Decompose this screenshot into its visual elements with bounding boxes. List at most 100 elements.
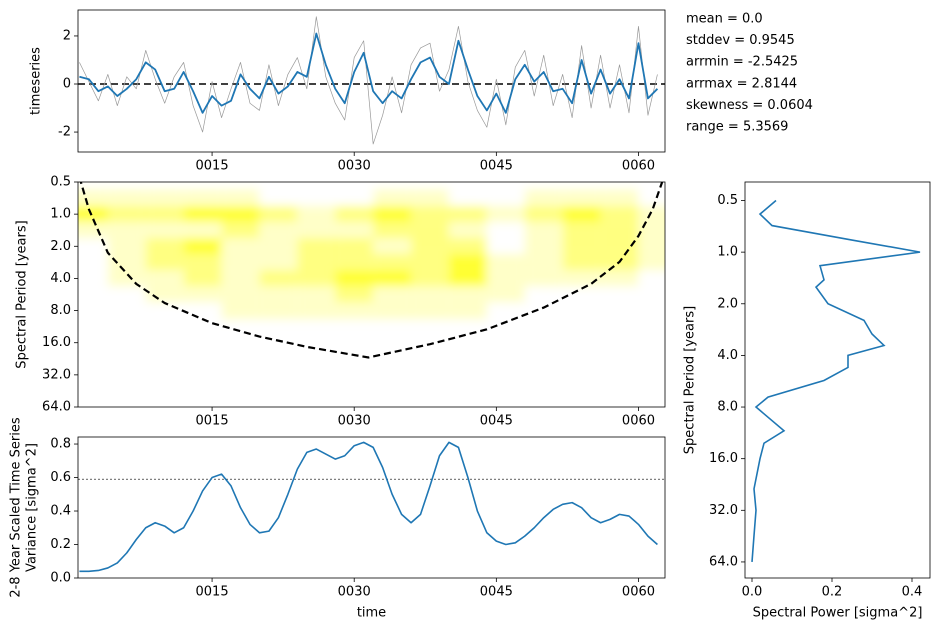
y-axis-label: timeseries xyxy=(29,47,44,115)
power-cell xyxy=(524,238,563,255)
y-tick-label: 2.0 xyxy=(50,239,71,254)
power-cell xyxy=(183,221,222,239)
power-cell xyxy=(259,221,298,239)
series-line xyxy=(79,16,658,145)
power-cell xyxy=(562,302,601,319)
power-cell xyxy=(448,302,487,319)
power-cell xyxy=(335,189,374,206)
y-tick-label: 2 xyxy=(63,28,71,43)
power-cell xyxy=(562,189,601,206)
power-cell xyxy=(638,205,665,222)
y-tick-label: 4.0 xyxy=(50,271,71,286)
power-cell xyxy=(448,286,487,303)
power-cell xyxy=(259,238,298,255)
x-tick-label: 0.2 xyxy=(822,585,843,600)
power-cell xyxy=(524,189,563,206)
y-tick-label: 32.0 xyxy=(42,367,71,382)
power-cell xyxy=(107,254,146,271)
x-tick-label: 0060 xyxy=(622,159,655,174)
y-tick-label: 64.0 xyxy=(709,554,738,569)
power-cell xyxy=(373,189,412,206)
y-tick-label: 8.0 xyxy=(50,303,71,318)
y-tick-label: 64.0 xyxy=(42,400,71,415)
power-cell xyxy=(221,270,260,287)
power-cell xyxy=(524,286,563,303)
power-cell xyxy=(448,221,487,239)
y-tick-label: 8.0 xyxy=(717,400,738,415)
power-cell xyxy=(221,221,260,239)
power-cell xyxy=(259,286,298,303)
power-cell xyxy=(259,189,298,206)
power-cell xyxy=(562,254,601,271)
spectrum-line xyxy=(751,199,921,562)
power-cell xyxy=(107,302,146,319)
power-cell xyxy=(221,238,260,255)
x-tick-label: 0030 xyxy=(338,414,371,429)
x-axis-label: Spectral Power [sigma^2] xyxy=(753,606,923,621)
power-cell xyxy=(107,238,146,255)
y-tick-label: 1.0 xyxy=(717,245,738,260)
power-cell xyxy=(145,238,184,255)
power-cell xyxy=(448,238,487,255)
power-cell xyxy=(524,254,563,271)
power-cell xyxy=(259,270,298,287)
cone-of-influence xyxy=(79,182,664,359)
y-tick-label: 0 xyxy=(63,77,71,92)
power-cell xyxy=(524,205,563,222)
x-tick-label: 0045 xyxy=(480,585,513,600)
x-axis-label: time xyxy=(357,606,386,621)
power-cell xyxy=(183,189,222,206)
power-cell xyxy=(600,302,639,319)
power-cell xyxy=(638,302,665,319)
power-cell xyxy=(638,238,665,255)
x-tick-label: 0015 xyxy=(196,159,229,174)
y-tick-label: -2 xyxy=(58,125,71,140)
y-axis-label: Variance [sigma^2] xyxy=(25,443,40,572)
power-cell xyxy=(600,221,639,239)
power-cell xyxy=(107,189,146,206)
axes-frame xyxy=(77,181,666,408)
stat-annotation: stddev = 0.9545 xyxy=(686,33,795,48)
axes-frame xyxy=(744,181,931,579)
power-cell xyxy=(373,286,412,303)
power-cell xyxy=(448,270,487,287)
power-cell xyxy=(145,270,184,287)
power-cell xyxy=(373,270,412,287)
x-tick-label: 0015 xyxy=(196,585,229,600)
power-cell xyxy=(107,286,146,303)
y-tick-label: 4.0 xyxy=(717,348,738,363)
power-cell xyxy=(335,270,374,287)
power-cell xyxy=(297,238,336,255)
power-cell xyxy=(600,270,639,287)
power-cell xyxy=(562,205,601,222)
power-cell xyxy=(638,221,665,239)
power-cell xyxy=(411,254,449,271)
power-cell xyxy=(411,270,449,287)
y-tick-label: 0.8 xyxy=(50,437,71,452)
power-cell xyxy=(562,286,601,303)
stat-annotation: arrmin = -2.5425 xyxy=(686,55,798,70)
x-tick-label: 0015 xyxy=(196,414,229,429)
power-cell xyxy=(524,302,563,319)
power-cell xyxy=(600,205,639,222)
power-cell xyxy=(145,286,184,303)
power-cell xyxy=(638,270,665,287)
power-cell xyxy=(524,270,563,287)
power-cell xyxy=(145,189,184,206)
series-line xyxy=(79,32,659,114)
power-cell xyxy=(183,270,222,287)
power-cell xyxy=(562,270,601,287)
power-cell xyxy=(107,221,146,239)
power-cell xyxy=(297,205,336,222)
plot-area xyxy=(78,182,665,359)
y-tick-label: 0.2 xyxy=(50,537,71,552)
series-line xyxy=(79,441,658,573)
power-cell xyxy=(145,302,184,319)
power-cell xyxy=(78,302,108,319)
power-cell xyxy=(221,254,260,271)
power-cell xyxy=(448,205,487,222)
power-cell xyxy=(297,189,336,206)
y-tick-label: 2.0 xyxy=(717,296,738,311)
power-cell xyxy=(448,189,487,206)
